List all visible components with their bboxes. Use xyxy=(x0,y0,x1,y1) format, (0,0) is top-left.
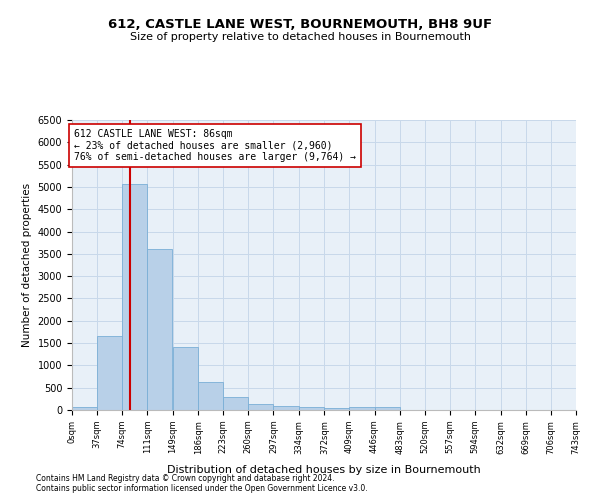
Bar xyxy=(173,346,198,410)
Bar xyxy=(198,382,223,410)
Bar xyxy=(72,406,97,410)
Text: Size of property relative to detached houses in Bournemouth: Size of property relative to detached ho… xyxy=(130,32,470,42)
Bar xyxy=(349,407,374,410)
Bar xyxy=(223,397,248,410)
Bar xyxy=(274,406,299,410)
Text: Contains public sector information licensed under the Open Government Licence v3: Contains public sector information licen… xyxy=(36,484,368,493)
Text: 612, CASTLE LANE WEST, BOURNEMOUTH, BH8 9UF: 612, CASTLE LANE WEST, BOURNEMOUTH, BH8 … xyxy=(108,18,492,30)
Bar xyxy=(97,336,122,410)
Text: 612 CASTLE LANE WEST: 86sqm
← 23% of detached houses are smaller (2,960)
76% of : 612 CASTLE LANE WEST: 86sqm ← 23% of det… xyxy=(74,129,356,162)
Text: Contains HM Land Registry data © Crown copyright and database right 2024.: Contains HM Land Registry data © Crown c… xyxy=(36,474,335,483)
Y-axis label: Number of detached properties: Number of detached properties xyxy=(22,183,32,347)
Bar xyxy=(374,407,400,410)
Bar xyxy=(299,407,323,410)
Bar xyxy=(325,408,349,410)
Bar xyxy=(122,184,147,410)
Bar xyxy=(248,404,274,410)
Bar xyxy=(147,250,172,410)
X-axis label: Distribution of detached houses by size in Bournemouth: Distribution of detached houses by size … xyxy=(167,464,481,474)
